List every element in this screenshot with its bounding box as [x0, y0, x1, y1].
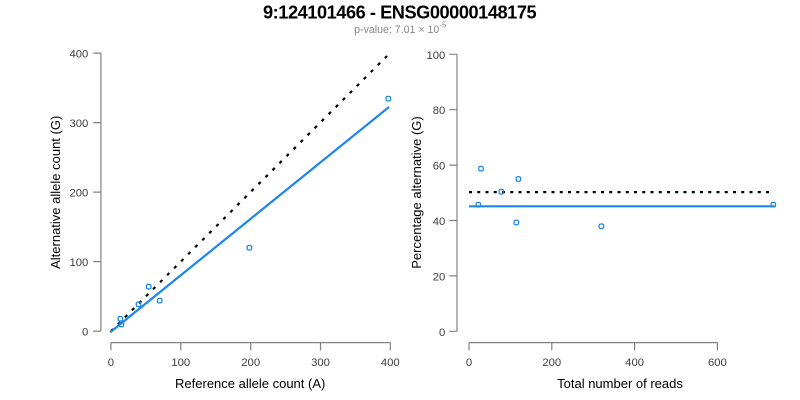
- svg-text:400: 400: [69, 49, 88, 61]
- svg-text:60: 60: [433, 161, 446, 173]
- svg-text:100: 100: [69, 257, 88, 269]
- svg-text:200: 200: [241, 357, 260, 369]
- svg-text:20: 20: [433, 271, 446, 283]
- svg-text:200: 200: [542, 357, 561, 369]
- svg-text:300: 300: [69, 118, 88, 130]
- svg-text:0: 0: [466, 357, 472, 369]
- svg-text:Percentage alternative (G): Percentage alternative (G): [409, 116, 424, 268]
- svg-text:400: 400: [381, 357, 400, 369]
- svg-text:0: 0: [439, 327, 445, 339]
- svg-text:0: 0: [82, 327, 88, 339]
- svg-text:100: 100: [426, 50, 445, 62]
- svg-text:Alternative allele count (G): Alternative allele count (G): [48, 116, 63, 269]
- svg-text:300: 300: [311, 357, 330, 369]
- svg-text:600: 600: [708, 357, 727, 369]
- svg-text:40: 40: [433, 216, 446, 228]
- svg-text:80: 80: [433, 105, 446, 117]
- svg-text:p-value: 7.01 × 10-5: p-value: 7.01 × 10-5: [354, 21, 447, 36]
- svg-text:9:124101466 - ENSG00000148175: 9:124101466 - ENSG00000148175: [263, 3, 536, 23]
- svg-text:200: 200: [69, 188, 88, 200]
- svg-text:400: 400: [625, 357, 644, 369]
- svg-text:Reference allele count (A): Reference allele count (A): [175, 376, 325, 391]
- svg-text:0: 0: [108, 357, 114, 369]
- svg-text:100: 100: [171, 357, 190, 369]
- svg-text:Total number of reads: Total number of reads: [557, 376, 683, 391]
